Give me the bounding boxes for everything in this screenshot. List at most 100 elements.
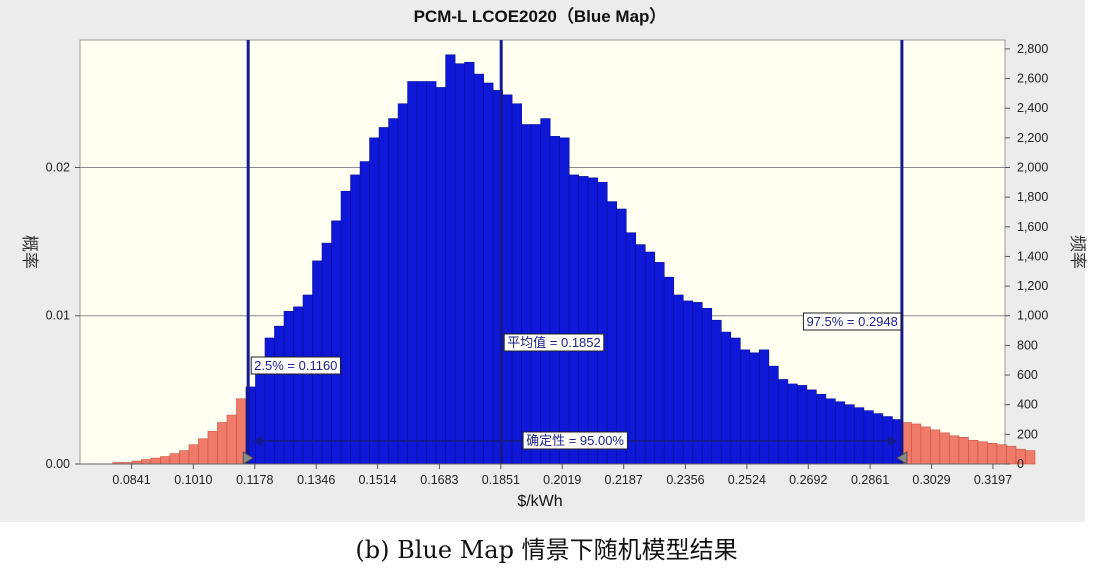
- histogram-bar: [160, 456, 171, 465]
- histogram-bar: [778, 379, 789, 465]
- y-right-tick-label: 2,200: [1017, 131, 1048, 145]
- annotation-upper: 97.5% = 0.2948: [802, 312, 902, 331]
- histogram-bar: [920, 426, 931, 465]
- histogram-bar: [397, 103, 408, 465]
- histogram-bar: [606, 201, 618, 465]
- y-right-tick-label: 1,600: [1017, 220, 1048, 234]
- annotation-mean: 平均值 = 0.1852: [503, 333, 605, 352]
- x-tick-label: 0.1514: [358, 473, 396, 487]
- histogram-bar: [692, 302, 703, 465]
- histogram-bar: [597, 182, 608, 465]
- histogram-bar: [835, 401, 846, 465]
- histogram-bar: [797, 385, 808, 465]
- histogram-bar: [568, 174, 579, 465]
- histogram-bar: [911, 423, 922, 465]
- x-tick-label: 0.3197: [974, 473, 1012, 487]
- histogram-bar: [549, 136, 560, 465]
- histogram-bar: [654, 262, 665, 465]
- x-tick-label: 0.3029: [912, 473, 950, 487]
- y-right-tick-label: 800: [1017, 338, 1038, 352]
- histogram-bar: [968, 439, 979, 465]
- histogram-bar: [426, 81, 437, 465]
- histogram-bar: [217, 422, 228, 465]
- y-right-tick-label: 2,400: [1017, 101, 1048, 115]
- histogram-bar: [473, 73, 484, 465]
- histogram-bar: [454, 63, 465, 465]
- y-axis-label-left: 概率: [20, 235, 39, 269]
- histogram-bar: [806, 389, 817, 465]
- x-tick-label: 0.2692: [789, 473, 827, 487]
- histogram-bar: [816, 394, 827, 465]
- histogram-bar: [825, 398, 836, 465]
- histogram-chart: 2.5% = 0.1160 平均值 = 0.1852 97.5% = 0.2948 确…: [20, 6, 1087, 510]
- histogram-bar: [521, 124, 532, 465]
- annotation-certainty: 确定性 = 95.00%: [522, 431, 628, 450]
- histogram-bar: [930, 429, 941, 465]
- histogram-bar: [302, 294, 313, 465]
- histogram-bar: [949, 435, 960, 465]
- annotation-lower: 2.5% = 0.1160: [250, 356, 341, 375]
- y-right-tick-label: 1,800: [1017, 190, 1048, 204]
- y-right-tick-label: 2,600: [1017, 72, 1048, 86]
- cutoff-slider-handle[interactable]: [896, 451, 908, 465]
- annotation-text: 平均值 = 0.1852: [507, 335, 601, 350]
- histogram-bar: [616, 208, 627, 465]
- histogram-bar: [587, 177, 599, 465]
- histogram-bar: [644, 251, 656, 465]
- histogram-bar: [378, 127, 389, 465]
- annotation-text: 2.5% = 0.1160: [254, 358, 337, 373]
- histogram-bar: [321, 242, 332, 465]
- histogram-bar: [416, 81, 427, 465]
- histogram-bar: [958, 437, 969, 465]
- histogram-bar: [730, 337, 741, 465]
- histogram-bar: [511, 103, 522, 465]
- histogram-bar: [255, 365, 266, 465]
- y-right-tick-label: 1,200: [1017, 279, 1048, 293]
- figure-caption: (b) Blue Map 情景下随机模型结果: [355, 536, 738, 564]
- histogram-bar: [987, 442, 998, 465]
- histogram-bar: [188, 444, 199, 465]
- x-tick-label: 0.2356: [666, 473, 704, 487]
- x-axis-label: $/kWh: [517, 493, 562, 510]
- cutoff-slider-handle[interactable]: [242, 451, 254, 465]
- histogram-bar: [226, 414, 237, 465]
- histogram-bar: [274, 325, 285, 465]
- histogram-bar: [635, 244, 646, 465]
- histogram-bar: [198, 438, 209, 465]
- arrow-left-head: [252, 436, 263, 446]
- histogram-bar: [388, 118, 399, 465]
- histogram-bar: [359, 161, 370, 465]
- histogram-bar: [759, 349, 770, 465]
- x-tick-label: 0.1851: [482, 473, 520, 487]
- x-tick-label: 0.2187: [605, 473, 643, 487]
- histogram-bar: [179, 450, 190, 465]
- histogram-bar: [1025, 450, 1036, 465]
- histogram-bar: [977, 441, 988, 465]
- histogram-bar: [559, 137, 570, 465]
- histogram-bar: [939, 432, 950, 465]
- histogram-bar: [711, 319, 722, 465]
- histogram-bar: [407, 81, 418, 465]
- histogram-bar: [663, 276, 675, 465]
- y-left-tick-label: 0.00: [46, 457, 70, 471]
- histogram-bar: [720, 331, 732, 465]
- histogram-bar: [141, 459, 152, 465]
- histogram-bar: [340, 190, 351, 465]
- histogram-bar: [1006, 445, 1017, 465]
- histogram-bar: [854, 407, 865, 465]
- histogram-bar: [502, 94, 513, 465]
- histogram-bar: [739, 349, 751, 465]
- y-right-tick-label: 200: [1017, 427, 1038, 441]
- x-tick-label: 0.1178: [236, 473, 273, 487]
- histogram-bar: [673, 294, 684, 465]
- histogram-bar: [540, 118, 551, 465]
- histogram-bar: [331, 220, 342, 465]
- histogram-bar: [530, 124, 541, 465]
- histogram-bar: [996, 444, 1007, 465]
- histogram-bar: [464, 61, 475, 465]
- histogram-bar: [435, 87, 446, 465]
- y-left-tick-label: 0.01: [46, 309, 70, 323]
- histogram-bar: [578, 176, 589, 465]
- arrow-right-head: [887, 436, 898, 446]
- x-tick-label: 0.1346: [297, 473, 335, 487]
